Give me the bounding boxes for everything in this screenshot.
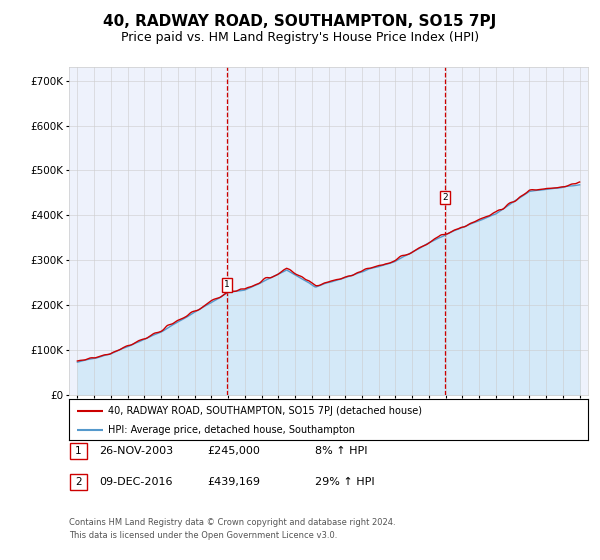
Text: 29% ↑ HPI: 29% ↑ HPI <box>315 477 374 487</box>
Text: 09-DEC-2016: 09-DEC-2016 <box>99 477 173 487</box>
Text: £439,169: £439,169 <box>207 477 260 487</box>
Text: 1: 1 <box>224 281 230 290</box>
Text: HPI: Average price, detached house, Southampton: HPI: Average price, detached house, Sout… <box>108 425 355 435</box>
Text: 1: 1 <box>75 446 82 456</box>
Text: Contains HM Land Registry data © Crown copyright and database right 2024.
This d: Contains HM Land Registry data © Crown c… <box>69 518 395 539</box>
Text: 40, RADWAY ROAD, SOUTHAMPTON, SO15 7PJ: 40, RADWAY ROAD, SOUTHAMPTON, SO15 7PJ <box>103 14 497 29</box>
Text: 2: 2 <box>442 193 448 202</box>
Text: £245,000: £245,000 <box>207 446 260 456</box>
Text: 26-NOV-2003: 26-NOV-2003 <box>99 446 173 456</box>
FancyBboxPatch shape <box>70 443 87 459</box>
Text: 8% ↑ HPI: 8% ↑ HPI <box>315 446 367 456</box>
Text: 40, RADWAY ROAD, SOUTHAMPTON, SO15 7PJ (detached house): 40, RADWAY ROAD, SOUTHAMPTON, SO15 7PJ (… <box>108 405 422 416</box>
FancyBboxPatch shape <box>70 474 87 489</box>
Text: 2: 2 <box>75 477 82 487</box>
Text: Price paid vs. HM Land Registry's House Price Index (HPI): Price paid vs. HM Land Registry's House … <box>121 31 479 44</box>
